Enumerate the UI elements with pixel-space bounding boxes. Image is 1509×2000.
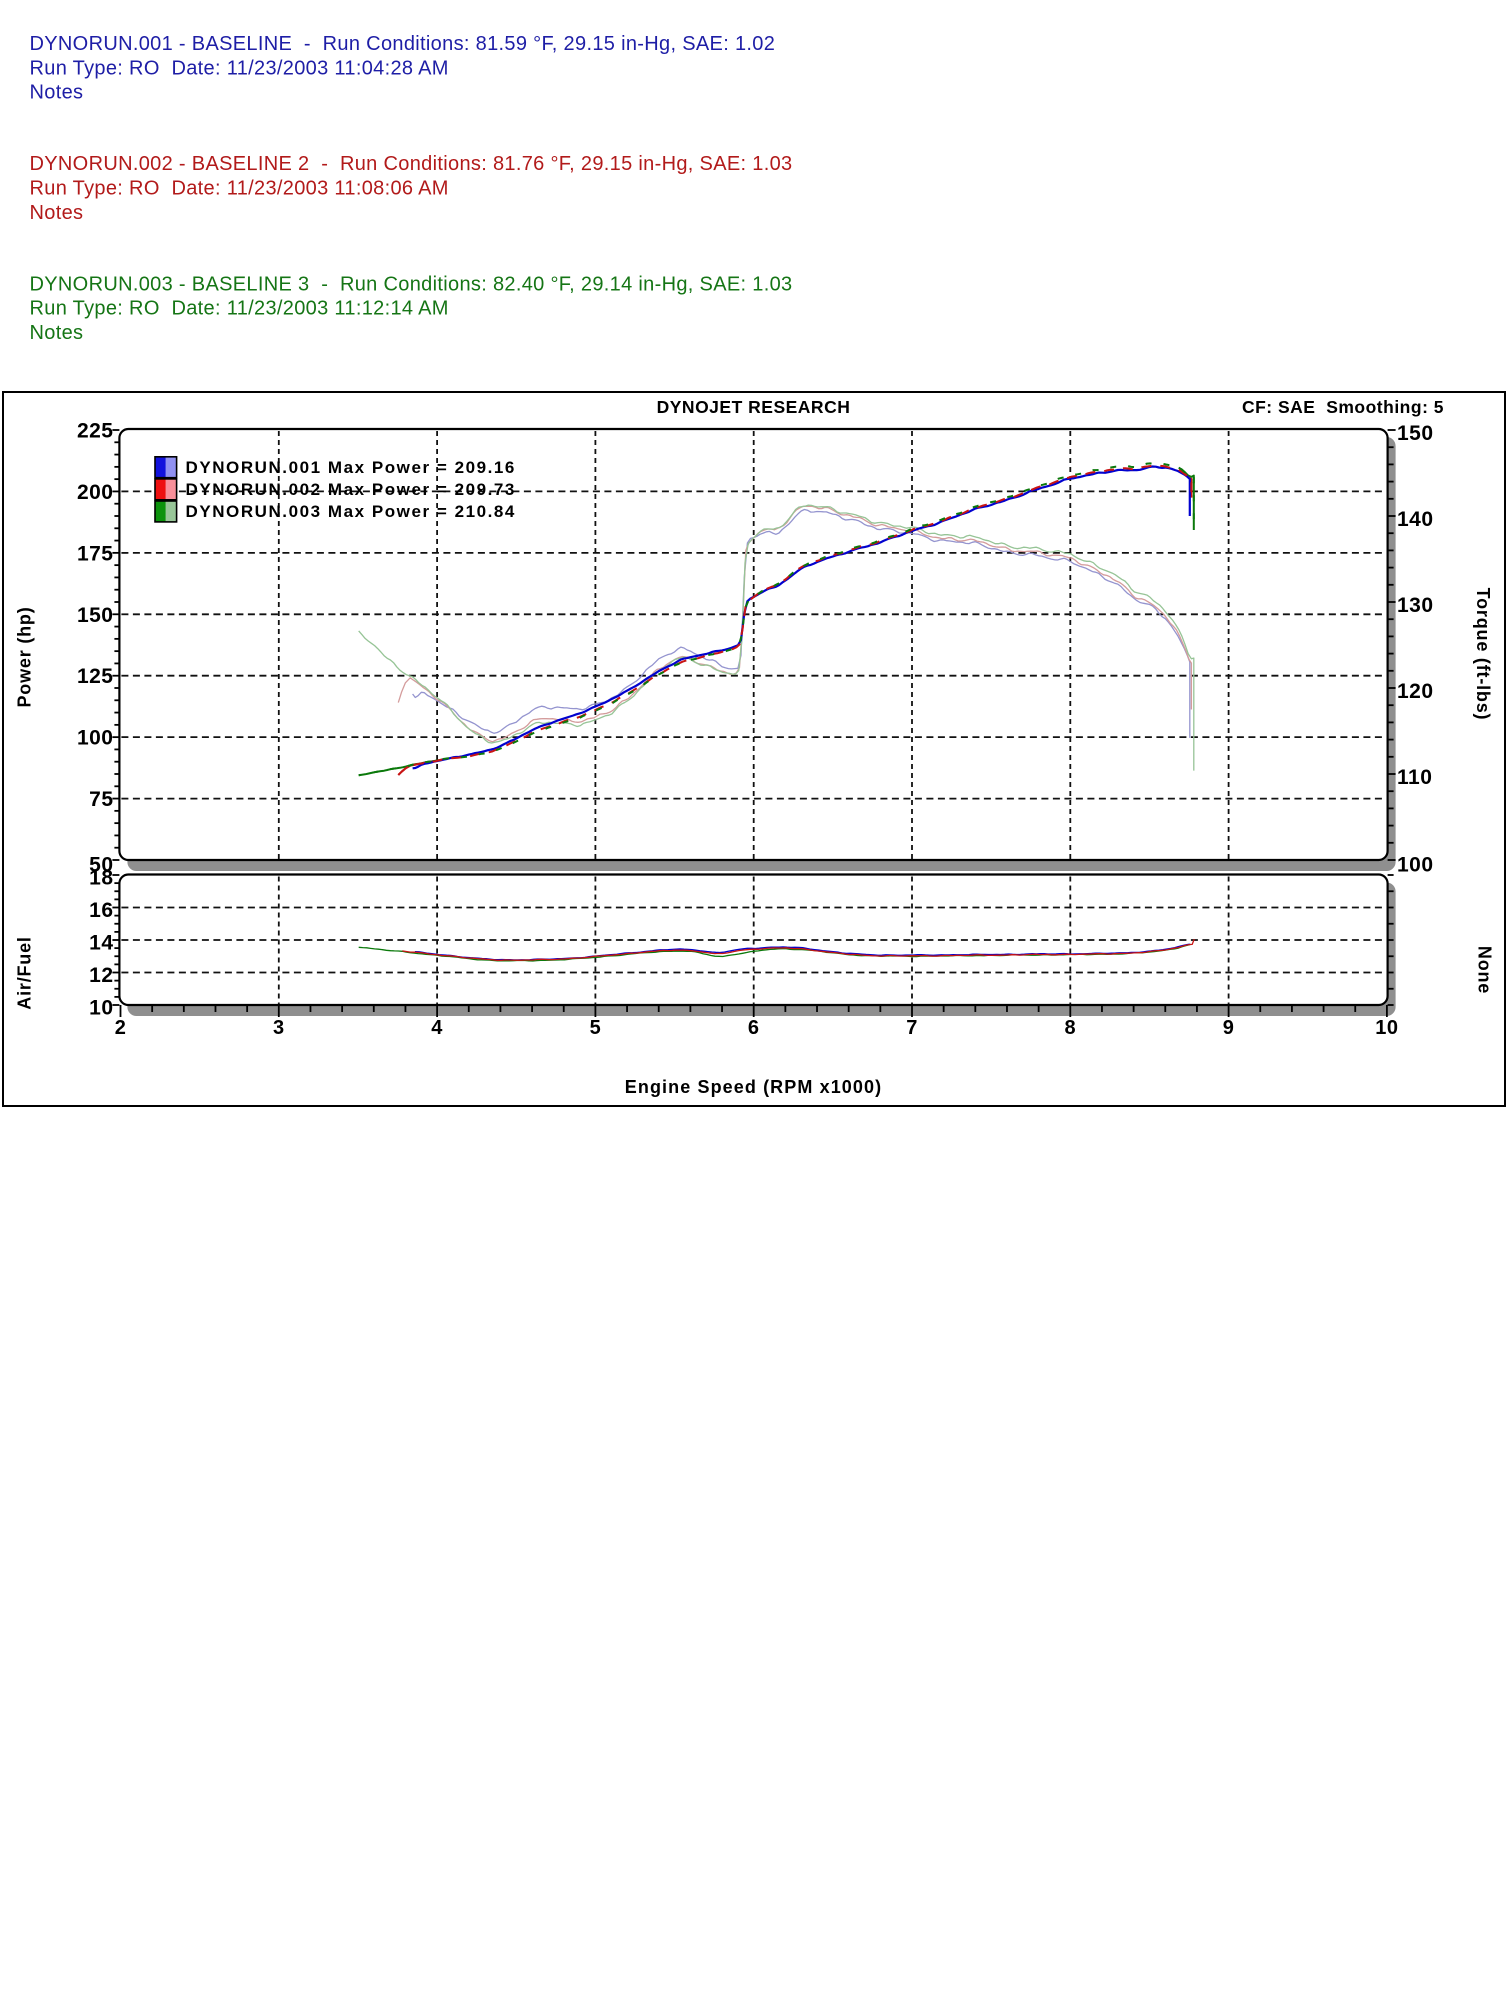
svg-text:8: 8 (1064, 1017, 1076, 1039)
svg-text:DYNORUN.002 Max Power = 209.73: DYNORUN.002 Max Power = 209.73 (186, 480, 516, 499)
svg-text:Run Type: RO Date: 11/23/2003: Run Type: RO Date: 11/23/2003 11:12:14 A… (30, 298, 449, 320)
svg-text:5: 5 (590, 1017, 602, 1039)
svg-text:DYNORUN.002 - BASELINE 2 - R: DYNORUN.002 - BASELINE 2 - Run Condition… (30, 153, 793, 175)
svg-text:14: 14 (89, 932, 113, 955)
svg-text:Power (hp): Power (hp) (15, 607, 35, 708)
svg-text:Engine Speed (RPM x1000): Engine Speed (RPM x1000) (625, 1077, 882, 1097)
svg-text:16: 16 (89, 899, 113, 922)
svg-text:DYNORUN.001 Max Power = 209.16: DYNORUN.001 Max Power = 209.16 (186, 458, 516, 477)
svg-text:Notes: Notes (30, 82, 84, 104)
svg-text:9: 9 (1223, 1017, 1235, 1039)
svg-text:100: 100 (77, 727, 114, 750)
svg-text:225: 225 (77, 420, 114, 443)
svg-text:10: 10 (89, 997, 113, 1020)
svg-text:DYNOJET RESEARCH: DYNOJET RESEARCH (657, 397, 851, 417)
svg-text:6: 6 (748, 1017, 760, 1039)
svg-text:175: 175 (77, 542, 114, 565)
svg-text:Run Type: RO Date: 11/23/2003: Run Type: RO Date: 11/23/2003 11:04:28 A… (30, 57, 449, 79)
svg-text:140: 140 (1397, 508, 1434, 531)
svg-text:2: 2 (115, 1017, 127, 1039)
svg-text:75: 75 (89, 788, 113, 811)
svg-text:110: 110 (1397, 766, 1432, 789)
svg-text:4: 4 (431, 1017, 443, 1039)
svg-text:Air/Fuel: Air/Fuel (15, 936, 35, 1009)
svg-text:CF: SAE Smoothing: 5: CF: SAE Smoothing: 5 (1242, 397, 1444, 417)
svg-text:120: 120 (1397, 680, 1434, 703)
svg-text:None: None (1475, 946, 1495, 994)
svg-text:150: 150 (77, 604, 114, 627)
svg-text:DYNORUN.003 - BASELINE 3 - R: DYNORUN.003 - BASELINE 3 - Run Condition… (30, 273, 793, 295)
svg-text:Torque (ft-lbs): Torque (ft-lbs) (1473, 588, 1493, 721)
svg-text:7: 7 (906, 1017, 918, 1039)
svg-text:DYNORUN.003 Max Power = 210.84: DYNORUN.003 Max Power = 210.84 (186, 502, 516, 521)
svg-text:DYNORUN.001 - BASELINE - Run: DYNORUN.001 - BASELINE - Run Conditions:… (30, 33, 776, 55)
svg-text:125: 125 (77, 665, 114, 688)
svg-text:50: 50 (89, 854, 113, 877)
svg-text:Notes: Notes (30, 202, 84, 224)
svg-text:150: 150 (1397, 422, 1434, 445)
svg-text:200: 200 (77, 481, 114, 504)
svg-text:10: 10 (1375, 1017, 1398, 1039)
svg-text:12: 12 (89, 964, 113, 987)
svg-text:Notes: Notes (30, 322, 84, 344)
svg-text:18: 18 (89, 867, 113, 890)
svg-text:100: 100 (1397, 854, 1434, 877)
svg-text:3: 3 (273, 1017, 285, 1039)
svg-text:130: 130 (1397, 594, 1434, 617)
svg-text:Run Type: RO Date: 11/23/2003: Run Type: RO Date: 11/23/2003 11:08:06 A… (30, 178, 449, 200)
